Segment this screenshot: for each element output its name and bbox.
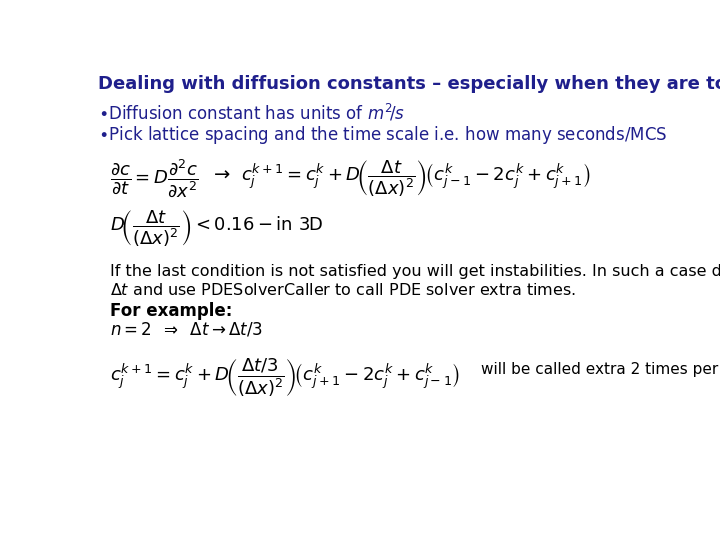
Text: $\bullet$Diffusion constant has units of $m^2\!/s$: $\bullet$Diffusion constant has units of… — [99, 102, 405, 123]
Text: Dealing with diffusion constants – especially when they are too large…: Dealing with diffusion constants – espec… — [99, 75, 720, 93]
Text: $n = 2 \;\;\Rightarrow\;\; \Delta t \rightarrow \Delta t/3$: $n = 2 \;\;\Rightarrow\;\; \Delta t \rig… — [109, 321, 263, 339]
Text: $\dfrac{\partial c}{\partial t} = D\dfrac{\partial^2 c}{\partial x^2}$: $\dfrac{\partial c}{\partial t} = D\dfra… — [109, 158, 198, 200]
Text: $\Delta t$ and use PDESolverCaller to call PDE solver extra times.: $\Delta t$ and use PDESolverCaller to ca… — [109, 282, 575, 298]
Text: will be called extra 2 times per MCS: will be called extra 2 times per MCS — [481, 362, 720, 377]
Text: $\rightarrow$: $\rightarrow$ — [210, 164, 231, 183]
Text: If the last condition is not satisfied you will get instabilities. In such a cas: If the last condition is not satisfied y… — [109, 265, 720, 279]
Text: $D\!\left(\dfrac{\Delta t}{(\Delta x)^2}\right) < 0.16 - \mathrm{in\ 3D}$: $D\!\left(\dfrac{\Delta t}{(\Delta x)^2}… — [109, 208, 323, 249]
Text: For example:: For example: — [109, 302, 232, 320]
Text: $c_j^{k+1} = c_j^k + D\!\left(\dfrac{\Delta t}{(\Delta x)^2}\right)\!\left(c_{j-: $c_j^{k+1} = c_j^k + D\!\left(\dfrac{\De… — [240, 158, 590, 199]
Text: $\bullet$Pick lattice spacing and the time scale i.e. how many seconds/MCS: $\bullet$Pick lattice spacing and the ti… — [99, 124, 667, 146]
Text: $c_j^{k+1} = c_j^k + D\!\left(\dfrac{\Delta t/3}{(\Delta x)^2}\right)\!\left(c_{: $c_j^{k+1} = c_j^k + D\!\left(\dfrac{\De… — [109, 356, 459, 399]
